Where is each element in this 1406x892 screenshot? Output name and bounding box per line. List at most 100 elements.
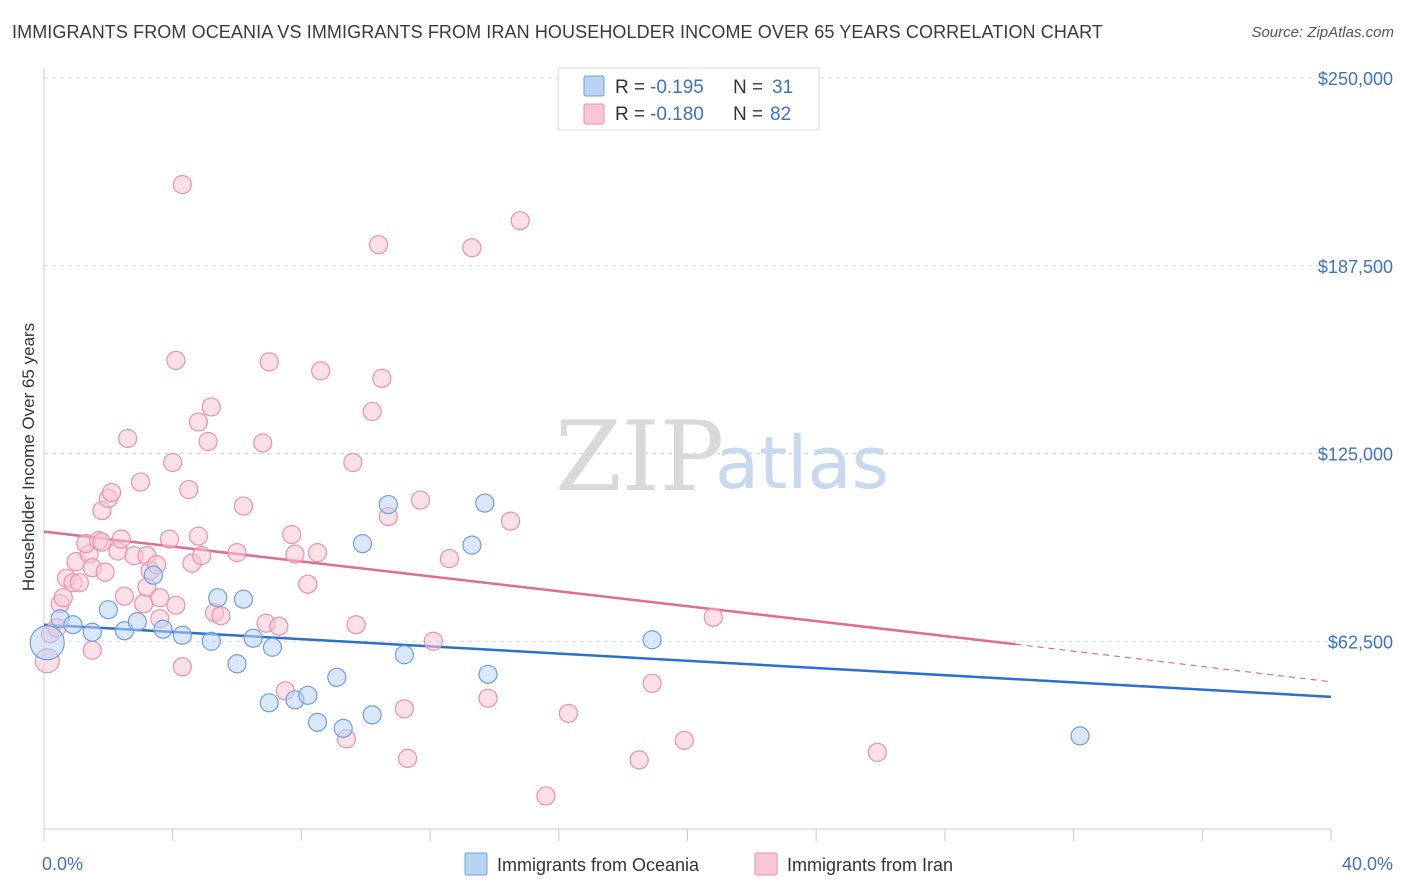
point-iran-4: [53, 588, 73, 608]
legend-r-label-iran: R =: [615, 104, 645, 125]
point-oceania-20: [327, 667, 347, 687]
point-oceania-13: [227, 654, 247, 674]
point-iran-53: [282, 525, 302, 545]
point-iran-72: [510, 211, 530, 231]
point-iran-43: [198, 431, 218, 452]
legend-swatch-iran: [583, 103, 605, 125]
point-iran-75: [629, 750, 649, 770]
point-oceania-29: [642, 630, 662, 650]
point-iran-59: [343, 452, 363, 473]
point-iran-62: [369, 235, 389, 255]
point-iran-80: [372, 368, 392, 388]
point-oceania-11: [233, 589, 254, 609]
legend-r-label-oceania: R =: [615, 77, 645, 98]
point-iran-79: [867, 742, 887, 762]
point-oceania-15: [259, 693, 279, 713]
point-iran-22: [118, 428, 138, 449]
point-iran-11: [82, 640, 102, 660]
trend-line-iran: [43, 530, 1016, 646]
point-iran-44: [201, 397, 221, 417]
point-iran-33: [163, 452, 183, 473]
axes: [43, 68, 1332, 841]
point-iran-41: [188, 412, 209, 432]
bottom-legend-label-oceania: Immigrants from Oceania: [497, 855, 700, 875]
legend-n-value-iran: 82: [770, 104, 791, 125]
point-iran-20: [111, 529, 131, 549]
point-oceania-6: [127, 612, 147, 632]
point-iran-65: [397, 748, 418, 769]
point-iran-57: [311, 361, 331, 381]
point-oceania-8: [153, 619, 173, 639]
y-tick-label-2: $187,500: [1318, 257, 1393, 277]
point-iran-35: [166, 350, 186, 370]
point-oceania-10: [208, 588, 228, 608]
point-iran-60: [346, 615, 366, 635]
point-oceania-28: [478, 664, 498, 684]
point-iran-61: [362, 401, 382, 422]
point-iran-8: [69, 573, 89, 593]
chart-title: IMMIGRANTS FROM OCEANIA VS IMMIGRANTS FR…: [12, 22, 1103, 42]
point-iran-42: [192, 546, 212, 566]
legend-n-label-iran: N =: [733, 104, 763, 125]
point-iran-76: [642, 673, 662, 693]
y-tick-label-3: $250,000: [1318, 69, 1393, 89]
point-oceania-2: [63, 615, 83, 635]
watermark-zip: ZIP: [555, 401, 724, 513]
point-iran-51: [269, 616, 289, 636]
legend-swatch-oceania: [583, 75, 605, 97]
point-iran-18: [101, 482, 122, 503]
y-tick-label-1: $125,000: [1318, 445, 1393, 465]
point-oceania-26: [462, 535, 482, 555]
bottom-legend-label-iran: Immigrants from Iran: [787, 855, 953, 875]
point-iran-81: [227, 543, 247, 563]
point-iran-31: [150, 588, 170, 608]
y-tick-labels: $62,500 $125,000 $187,500 $250,000: [1318, 69, 1393, 652]
point-oceania-4: [98, 600, 118, 620]
point-oceania-21: [333, 718, 353, 738]
point-iran-37: [172, 175, 192, 195]
point-oceania-27: [475, 493, 495, 513]
point-oceania-30: [1070, 726, 1090, 746]
point-oceania-7: [143, 565, 163, 585]
point-oceania-16: [262, 637, 283, 657]
point-iran-21: [114, 586, 135, 606]
point-oceania-18: [298, 685, 318, 705]
point-iran-71: [500, 511, 521, 531]
point-iran-68: [439, 549, 460, 569]
point-iran-40: [188, 526, 209, 546]
point-oceania-3: [82, 622, 102, 642]
point-iran-74: [558, 703, 579, 723]
point-oceania-25: [394, 645, 414, 665]
series-oceania-points: [29, 493, 1090, 746]
stats-legend: R = -0.195 N = 31 R = -0.180 N = 82: [557, 67, 820, 131]
source-label: Source: ZipAtlas.com: [1251, 24, 1394, 41]
point-iran-50: [259, 352, 279, 372]
point-oceania-9: [172, 625, 192, 645]
bottom-legend-swatch-oceania: [464, 852, 488, 876]
x-tick-label-max: 40.0%: [1342, 854, 1393, 874]
y-tick-label-0: $62,500: [1328, 632, 1393, 652]
point-iran-64: [394, 699, 414, 719]
point-iran-14: [92, 532, 112, 552]
legend-r-value-iran: -0.180: [650, 104, 704, 125]
legend-r-value-oceania: -0.195: [650, 77, 704, 98]
watermark-atlas: atlas: [715, 421, 889, 505]
point-iran-56: [307, 543, 328, 563]
legend-n-label-oceania: N =: [733, 77, 763, 98]
watermark: ZIP atlas: [555, 401, 889, 513]
point-iran-70: [478, 688, 498, 708]
point-oceania-12: [201, 631, 221, 651]
point-iran-55: [298, 574, 318, 594]
point-iran-15: [95, 562, 115, 582]
point-oceania-19: [307, 712, 328, 732]
point-iran-77: [674, 730, 694, 750]
series-legend: Immigrants from Oceania Immigrants from …: [464, 852, 953, 876]
point-iran-25: [134, 594, 154, 614]
point-iran-69: [462, 238, 482, 258]
x-tick-labels: 0.0% 40.0%: [42, 854, 1393, 874]
bottom-legend-swatch-iran: [754, 852, 778, 876]
point-iran-46: [211, 606, 231, 626]
point-iran-48: [253, 433, 273, 453]
point-iran-67: [423, 631, 443, 651]
